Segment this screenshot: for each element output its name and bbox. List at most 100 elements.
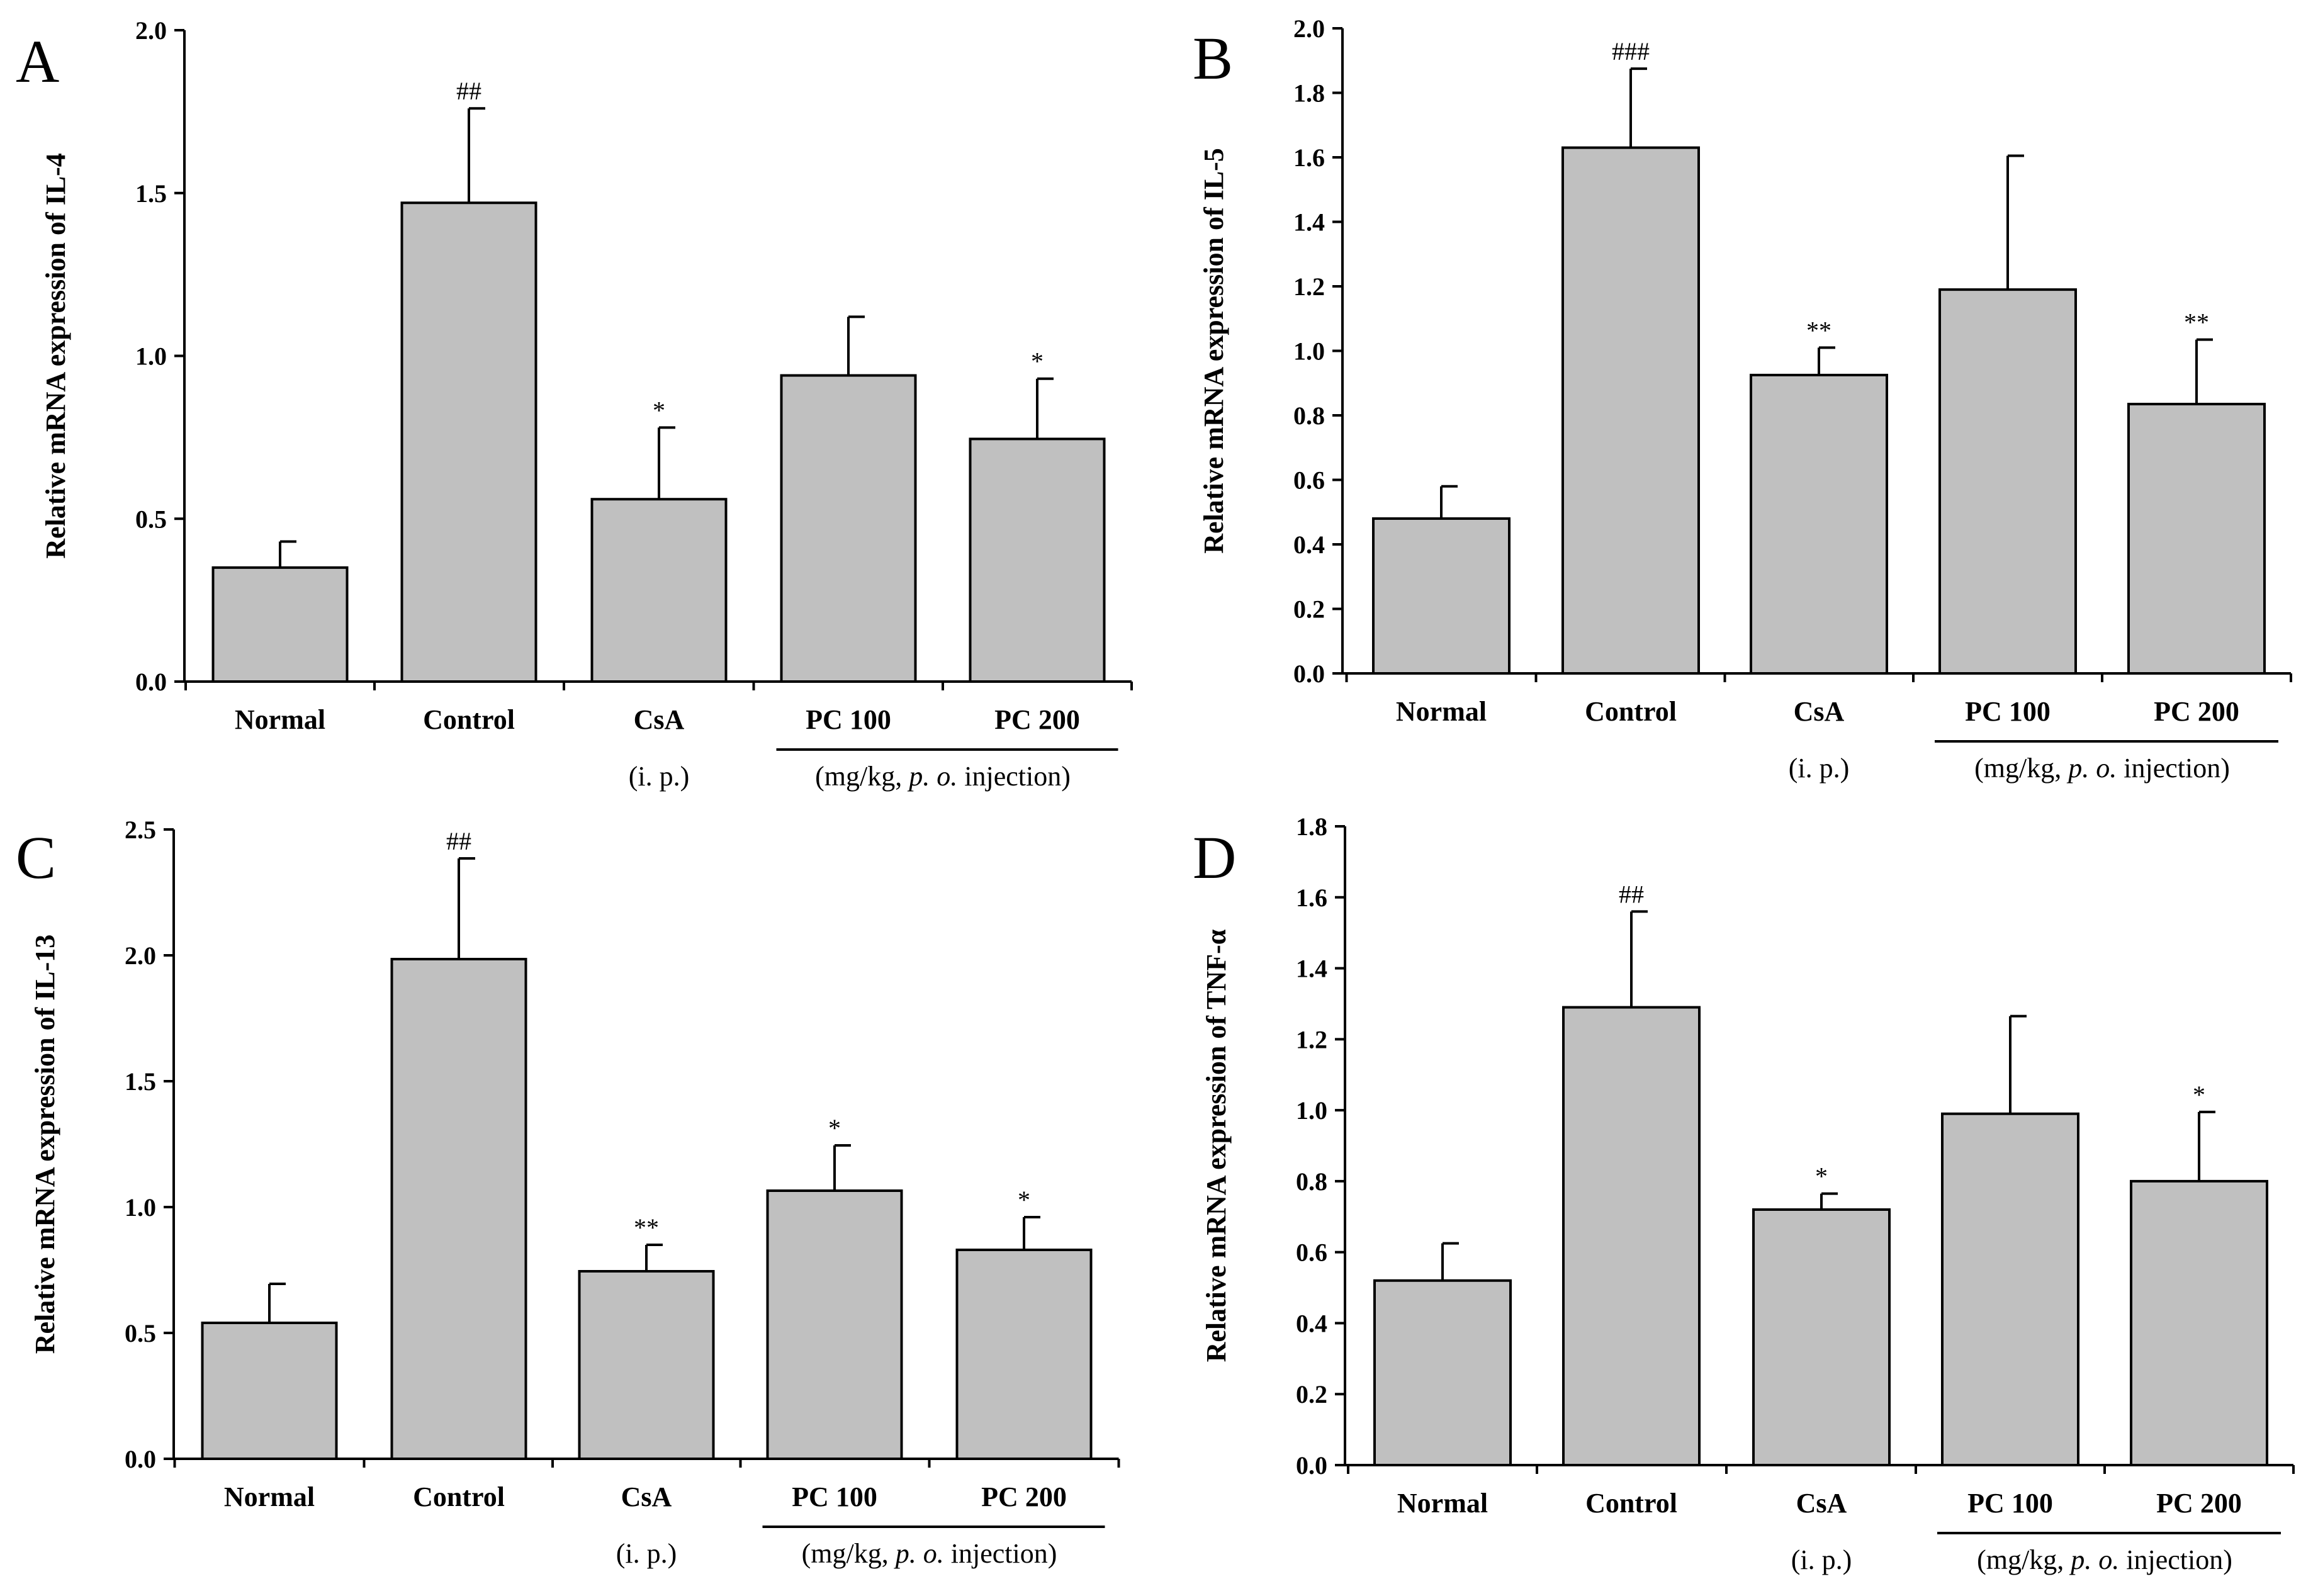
bar-control [400,201,537,683]
y-tick-label: 0.5 [135,505,167,533]
y-tick-label: 1.4 [1293,208,1325,237]
category-label: Normal [224,1481,315,1512]
bar-control [390,958,527,1460]
y-tick-label: 0.0 [135,668,167,696]
y-tick-label: 1.8 [1296,812,1327,841]
category-label: CsA [1794,696,1845,727]
category-label: PC 100 [1965,696,2051,727]
y-tick-label: 0.0 [1293,660,1325,688]
y-tick-label: 1.0 [125,1193,156,1222]
category-label: PC 200 [2154,696,2239,727]
bar-pc-200 [969,437,1106,683]
y-tick-label: 0.4 [1296,1309,1327,1337]
y-tick-label: 1.5 [135,179,167,208]
y-tick-label: 1.8 [1293,79,1325,108]
y-tick-label: 1.6 [1293,143,1325,172]
bar-pc-100 [1941,1112,2079,1466]
significance-label: * [1031,347,1044,376]
significance-label: ### [1612,37,1650,65]
bar-pc-100 [780,374,917,683]
panel-b: B 0.0 0.2 0.4 0.6 0.8 1.0 1.2 1.4 1.6 1.8 2.0 Normal… [1193,14,2292,784]
bar-pc-200 [955,1249,1093,1460]
bar-pc-200 [2127,403,2266,675]
y-tick-label: 1.0 [1296,1096,1327,1125]
panel-letter: D [1193,824,1236,891]
significance-label: ## [456,77,481,105]
y-tick-label: 2.5 [125,816,156,844]
bar-csa [590,498,728,683]
panel-letter: B [1193,25,1233,92]
y-axis-title: Relative mRNA expression of IL-4 [40,153,71,558]
bar-normal [211,566,349,683]
panel-c: C0.00.51.01.52.02.5Normal##Control**CsA*… [16,816,1120,1569]
significance-label: ## [1619,880,1644,908]
significance-label: * [828,1114,841,1142]
y-tick-label: 1.2 [1296,1025,1327,1054]
y-tick-label: 0.5 [125,1319,156,1347]
bar-pc-200 [2130,1179,2268,1467]
significance-label: ** [2184,308,2209,337]
category-label: Normal [235,704,325,735]
significance-label: * [1815,1162,1828,1191]
route-note-po: (mg/kg, p. o. injection) [1974,753,2230,784]
y-tick-label: 0.6 [1293,466,1325,495]
category-label: PC 100 [1967,1488,2053,1519]
y-tick-label: 1.5 [125,1067,156,1096]
category-label: PC 100 [806,704,891,735]
bar-normal [1372,517,1511,675]
significance-label: ** [634,1213,659,1242]
route-note-ip: (i. p.) [1789,753,1850,784]
y-axis-title: Relative mRNA expression of IL-13 [30,935,60,1354]
category-label: Control [1585,696,1677,727]
y-tick-label: 1.2 [1293,273,1325,301]
y-tick-label: 0.4 [1293,531,1325,559]
bar-csa [1750,373,1888,675]
bar-csa [1752,1208,1891,1466]
category-label: Control [423,704,515,735]
category-label: CsA [634,704,685,735]
route-note-ip: (i. p.) [1791,1544,1852,1575]
bar-pc-100 [766,1189,903,1460]
y-tick-label: 1.0 [1293,337,1325,366]
category-label: Normal [1397,1488,1488,1519]
route-note-ip: (i. p.) [616,1538,677,1569]
bar-normal [201,1322,338,1460]
category-label: PC 200 [994,704,1080,735]
bar-control [1562,1006,1701,1467]
y-tick-label: 0.0 [125,1445,156,1473]
y-axis-title: Relative mRNA expression of IL-5 [1198,148,1229,553]
route-note-po: (mg/kg, p. o. injection) [815,761,1071,792]
y-tick-label: 2.0 [135,16,167,45]
category-label: Control [1585,1488,1677,1519]
category-label: Normal [1396,696,1487,727]
y-tick-label: 1.4 [1296,955,1327,983]
y-tick-label: 1.6 [1296,884,1327,912]
category-label: PC 200 [981,1481,1067,1512]
route-note-po: (mg/kg, p. o. injection) [1977,1544,2232,1575]
panel-a: A 0.0 0.5 1.0 1.5 2.0 Normal ## Control * CsA PC 10… [16,16,1133,792]
y-tick-label: 0.8 [1293,402,1325,430]
y-axis-title: Relative mRNA expression of TNF-α [1201,929,1232,1362]
route-note-po: (mg/kg, p. o. injection) [802,1538,1057,1569]
significance-label: ## [446,827,471,855]
y-tick-label: 0.8 [1296,1167,1327,1196]
significance-label: * [2193,1081,2205,1109]
y-tick-label: 2.0 [1293,14,1325,43]
category-label: CsA [621,1481,672,1512]
panel-d: D 0.0 0.2 0.4 0.6 0.8 1.0 1.2 1.4 1.6 1.8 Normal ## C… [1193,812,2295,1575]
bar-pc-100 [1938,288,2077,675]
category-label: PC 100 [792,1481,877,1512]
bar-control [1561,146,1700,675]
y-tick-label: 0.2 [1293,595,1325,624]
bar-normal [1373,1279,1512,1467]
significance-label: * [653,396,665,424]
bar-csa [578,1270,715,1460]
category-label: CsA [1796,1488,1847,1519]
category-label: PC 200 [2156,1488,2242,1519]
route-note-ip: (i. p.) [629,761,690,792]
y-tick-label: 0.6 [1296,1239,1327,1267]
y-tick-label: 1.0 [135,342,167,371]
panel-letter: C [16,824,56,891]
category-label: Control [413,1481,505,1512]
